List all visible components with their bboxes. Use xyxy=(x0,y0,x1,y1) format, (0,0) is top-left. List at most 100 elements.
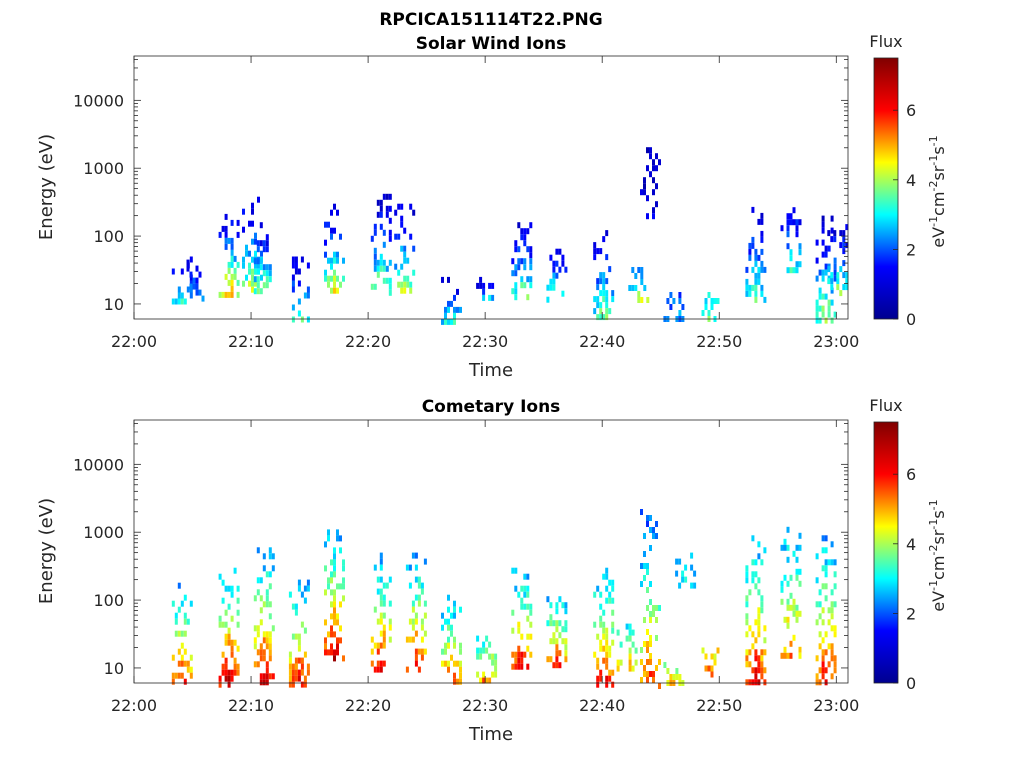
heatmap-cell xyxy=(224,621,228,628)
heatmap-cell xyxy=(441,648,444,655)
heatmap-cell xyxy=(634,647,638,654)
heatmap-cell xyxy=(520,234,524,241)
heatmap-cell xyxy=(637,291,641,297)
heatmap-cell xyxy=(558,620,562,627)
heatmap-cell xyxy=(227,267,231,274)
heatmap-cell xyxy=(523,234,527,241)
heatmap-cell xyxy=(388,600,392,607)
heatmap-cell xyxy=(619,641,623,648)
heatmap-cell xyxy=(230,273,234,280)
heatmap-cell xyxy=(265,589,269,596)
heatmap-cell xyxy=(815,673,819,680)
colorbar-tick-label: 0 xyxy=(906,674,916,693)
heatmap-cell xyxy=(602,296,606,303)
heatmap-cell xyxy=(327,583,330,590)
heatmap-cell xyxy=(564,650,568,657)
heatmap-cell xyxy=(780,580,784,587)
heatmap-cell xyxy=(254,280,257,287)
heatmap-cell xyxy=(260,274,263,281)
heatmap-cell xyxy=(388,217,392,224)
heatmap-cell xyxy=(388,576,392,583)
heatmap-cell xyxy=(561,602,565,609)
heatmap-cell xyxy=(824,631,828,638)
heatmap-cell xyxy=(649,147,652,154)
heatmap-cell xyxy=(300,621,304,628)
heatmap-cell xyxy=(643,551,646,557)
heatmap-cell xyxy=(230,591,234,598)
heatmap-cell xyxy=(649,599,652,605)
heatmap-cell xyxy=(602,627,606,634)
heatmap-cell xyxy=(224,639,228,646)
panel-title: Cometary Ions xyxy=(422,397,561,417)
heatmap-cell xyxy=(517,246,521,253)
colorbar-tick-label: 4 xyxy=(906,171,916,190)
heatmap-cell xyxy=(786,219,790,226)
heatmap-cell xyxy=(339,535,342,542)
heatmap-cell xyxy=(459,306,462,313)
colorbar-tick-label: 0 xyxy=(906,310,916,329)
heatmap-cell xyxy=(288,669,292,676)
heatmap-cell xyxy=(248,268,251,275)
heatmap-cell xyxy=(412,209,416,216)
heatmap-cell xyxy=(230,669,234,676)
heatmap-cell xyxy=(382,636,386,643)
heatmap-cell xyxy=(821,637,825,644)
heatmap-cell xyxy=(561,260,565,267)
heatmap-cell xyxy=(526,645,530,652)
heatmap-cell xyxy=(792,604,796,611)
heatmap-cell xyxy=(833,269,837,276)
heatmap-cell xyxy=(628,659,632,666)
heatmap-cell xyxy=(815,311,819,318)
heatmap-cell xyxy=(224,237,228,244)
heatmap-cell xyxy=(628,635,632,642)
heatmap-cell xyxy=(330,613,333,620)
heatmap-cell xyxy=(251,280,254,287)
heatmap-cell xyxy=(370,235,374,242)
heatmap-cell xyxy=(754,637,758,644)
heatmap-cell xyxy=(342,577,345,584)
heatmap-cell xyxy=(529,276,533,283)
heatmap-cell xyxy=(180,660,184,667)
heatmap-cell xyxy=(649,617,652,623)
heatmap-cell xyxy=(333,251,336,258)
heatmap-cell xyxy=(599,302,603,309)
heatmap-cell xyxy=(789,255,793,262)
heatmap-cell xyxy=(233,639,237,646)
heatmap-cell xyxy=(599,639,603,646)
heatmap-cell xyxy=(833,230,837,237)
heatmap-cell xyxy=(798,568,802,575)
heatmap-cell xyxy=(760,655,764,662)
heatmap-cell xyxy=(324,239,327,246)
heatmap-cell xyxy=(514,657,518,664)
heatmap-cell xyxy=(745,649,749,656)
heatmap-cell xyxy=(646,677,649,683)
heatmap-cell xyxy=(288,591,292,598)
heatmap-cell xyxy=(456,288,459,295)
heatmap-cell xyxy=(265,679,269,686)
heatmap-cell xyxy=(751,577,755,584)
heatmap-cell xyxy=(605,308,609,315)
heatmap-cell xyxy=(236,291,240,298)
heatmap-cell xyxy=(189,672,193,679)
heatmap-cell xyxy=(754,248,758,255)
heatmap-cell xyxy=(224,231,228,238)
heatmap-cell xyxy=(324,541,327,548)
heatmap-cell xyxy=(482,647,486,654)
heatmap-cell xyxy=(757,589,761,596)
heatmap-cell xyxy=(745,601,749,608)
heatmap-cell xyxy=(450,630,453,637)
heatmap-cell xyxy=(336,287,339,294)
y-axis-label: Energy (eV) xyxy=(36,498,57,604)
heatmap-cell xyxy=(339,637,342,644)
heatmap-cell xyxy=(294,262,298,269)
heatmap-cell xyxy=(827,245,831,252)
heatmap-cell xyxy=(257,262,260,269)
heatmap-cell xyxy=(798,544,802,551)
heatmap-cell xyxy=(707,292,711,298)
heatmap-cell xyxy=(760,649,764,656)
heatmap-cell xyxy=(681,576,685,583)
heatmap-cell xyxy=(420,654,424,661)
heatmap-cell xyxy=(262,246,266,253)
heatmap-cell xyxy=(265,282,269,289)
heatmap-cell xyxy=(453,312,456,319)
